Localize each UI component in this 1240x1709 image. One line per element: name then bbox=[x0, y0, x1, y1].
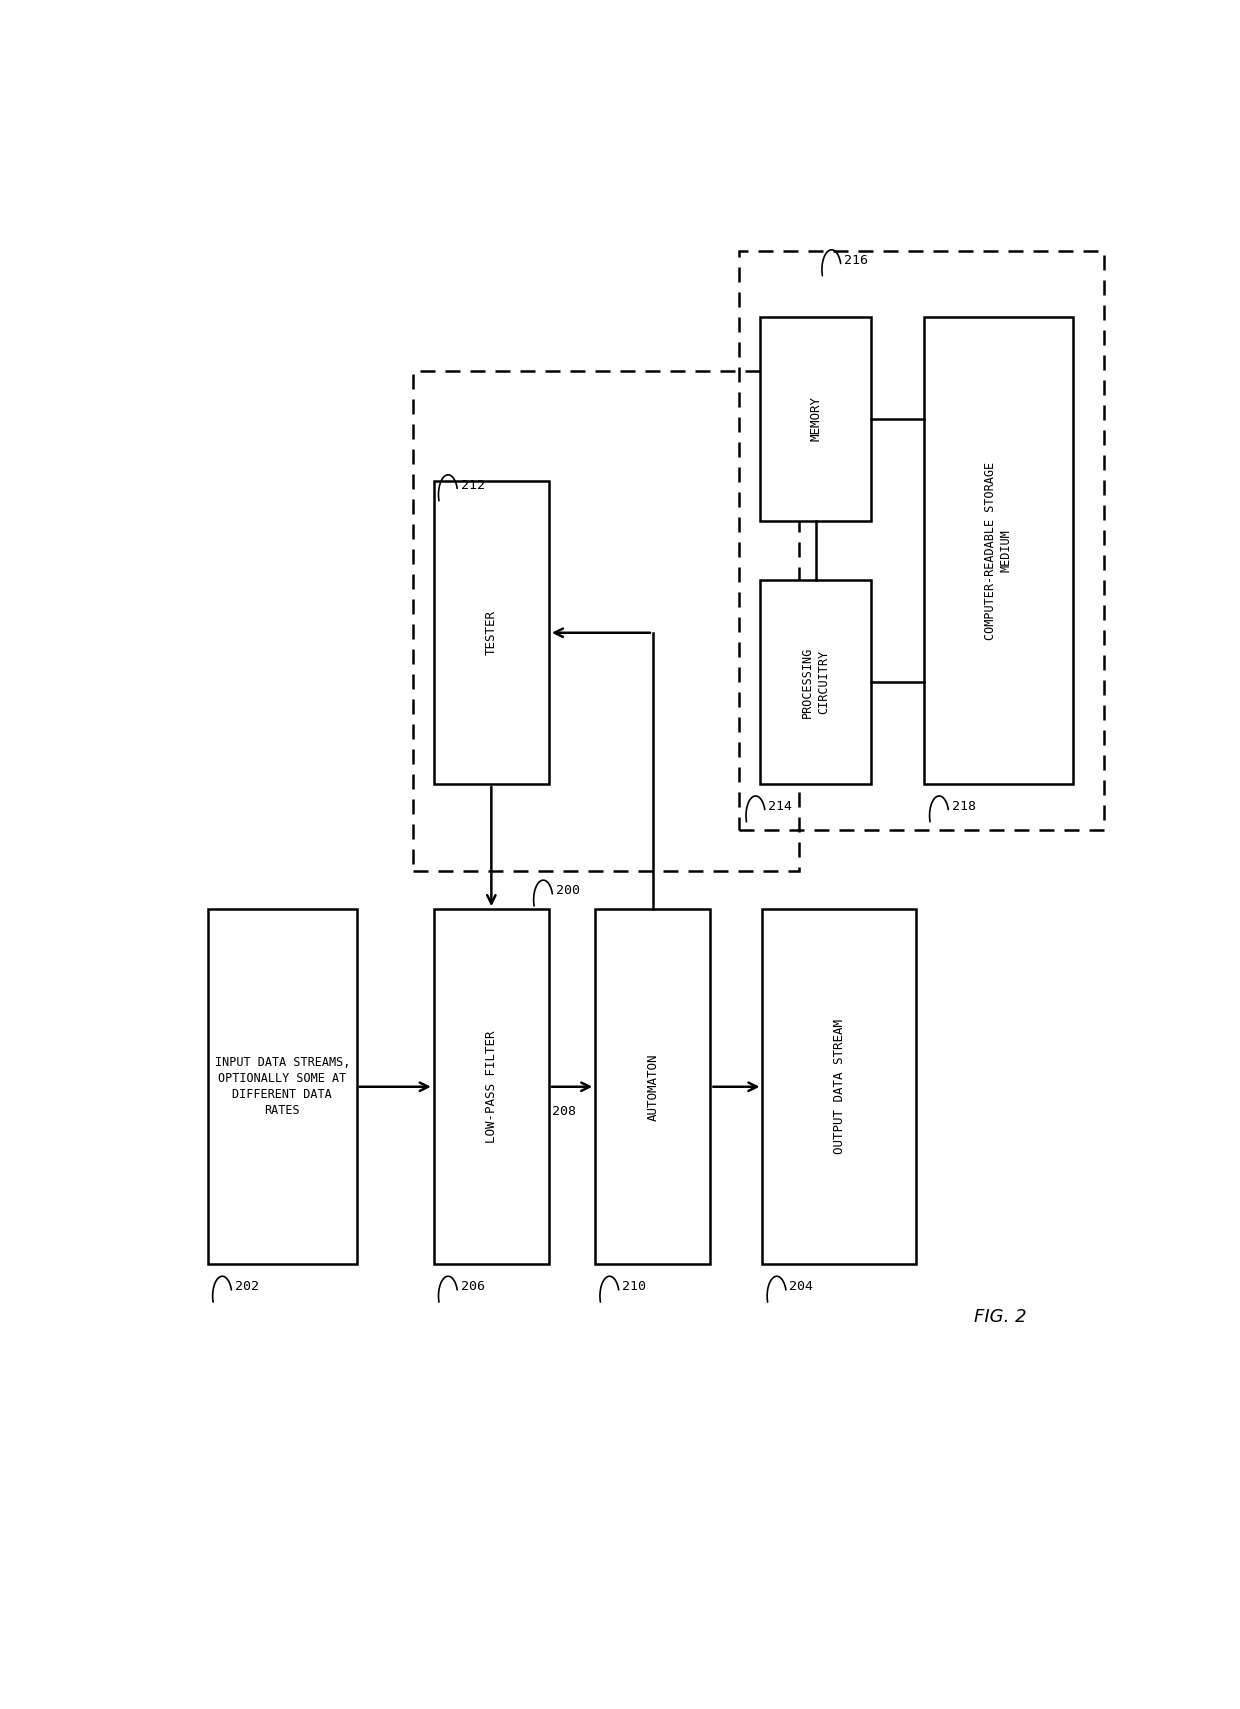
Text: INPUT DATA STREAMS,
OPTIONALLY SOME AT
DIFFERENT DATA
RATES: INPUT DATA STREAMS, OPTIONALLY SOME AT D… bbox=[215, 1056, 350, 1118]
Text: PROCESSING
CIRCUITRY: PROCESSING CIRCUITRY bbox=[801, 646, 831, 718]
Text: TESTER: TESTER bbox=[485, 610, 497, 655]
Bar bbox=[434, 909, 549, 1265]
Text: 206: 206 bbox=[460, 1280, 485, 1294]
Text: 210: 210 bbox=[622, 1280, 646, 1294]
Text: 212: 212 bbox=[460, 479, 485, 492]
Text: COMPUTER-READABLE STORAGE
MEDIUM: COMPUTER-READABLE STORAGE MEDIUM bbox=[983, 461, 1013, 639]
Text: AUTOMATON: AUTOMATON bbox=[646, 1053, 660, 1121]
Bar bbox=[739, 251, 1105, 831]
Text: 218: 218 bbox=[951, 800, 976, 813]
Bar bbox=[924, 316, 1073, 784]
Bar bbox=[763, 909, 916, 1265]
Bar bbox=[760, 579, 870, 784]
Bar bbox=[760, 316, 870, 521]
Text: 204: 204 bbox=[789, 1280, 813, 1294]
Text: MEMORY: MEMORY bbox=[810, 396, 822, 441]
Bar bbox=[434, 482, 549, 784]
Text: OUTPUT DATA STREAM: OUTPUT DATA STREAM bbox=[833, 1019, 846, 1154]
Text: 216: 216 bbox=[844, 253, 868, 267]
Text: 214: 214 bbox=[768, 800, 792, 813]
Bar bbox=[413, 371, 799, 872]
Text: LOW-PASS FILTER: LOW-PASS FILTER bbox=[485, 1031, 497, 1143]
Bar bbox=[595, 909, 711, 1265]
Bar bbox=[208, 909, 357, 1265]
Text: 200: 200 bbox=[556, 884, 580, 897]
Text: 202: 202 bbox=[234, 1280, 259, 1294]
Text: 208: 208 bbox=[552, 1106, 575, 1118]
Text: FIG. 2: FIG. 2 bbox=[975, 1307, 1027, 1326]
